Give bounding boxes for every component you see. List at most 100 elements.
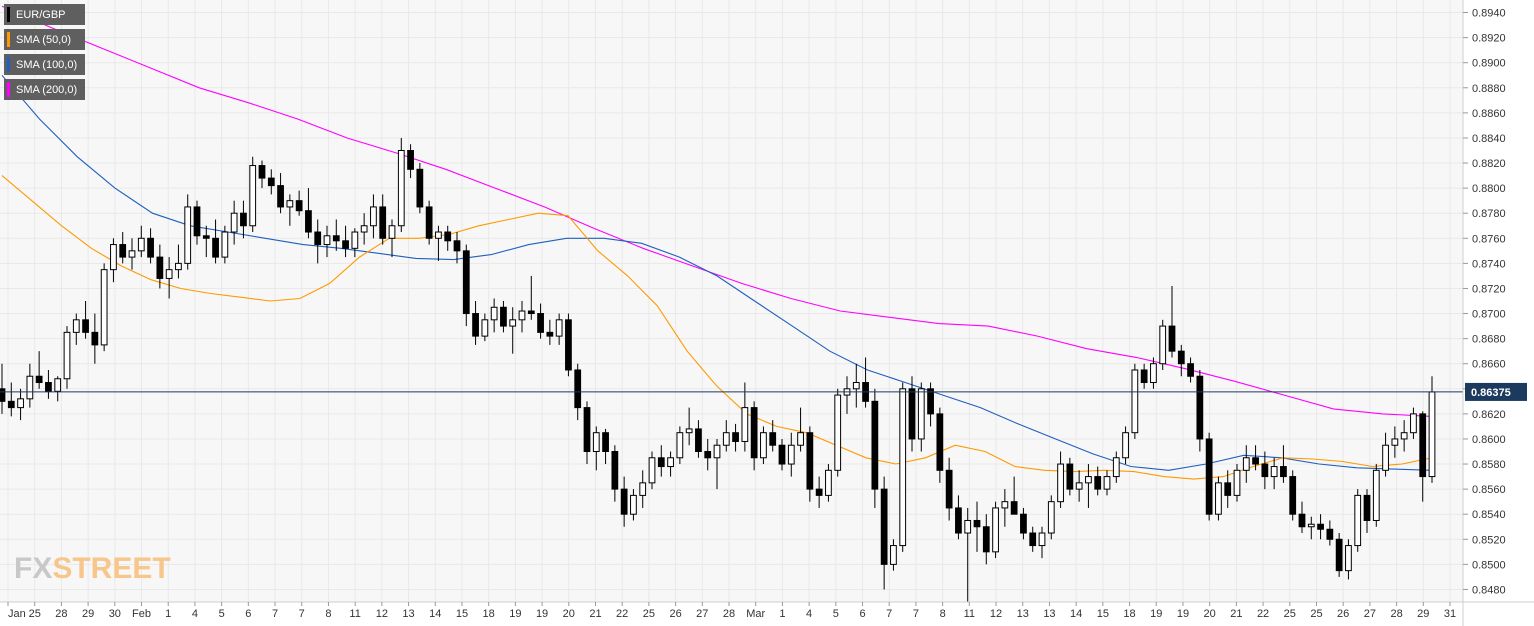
candle	[258, 160, 266, 189]
x-tick-label: 26	[669, 608, 681, 620]
candle	[212, 219, 219, 264]
y-tick-label: 0.8740	[1472, 258, 1506, 270]
candle	[732, 423, 739, 452]
candle	[481, 313, 489, 342]
candles	[0, 137, 1436, 602]
candle-body	[1280, 466, 1287, 478]
candle-body	[230, 212, 238, 233]
y-tick-label: 0.8860	[1472, 108, 1506, 120]
candle-body	[695, 428, 702, 452]
x-tick-label: 14	[1070, 608, 1082, 620]
candle	[620, 476, 628, 527]
candle-body	[769, 432, 777, 446]
legend-label-sma200: SMA (200,0)	[16, 83, 78, 96]
candle-body	[667, 457, 674, 468]
candle	[1382, 432, 1389, 477]
candle-body	[295, 200, 303, 212]
candle-body	[379, 206, 387, 239]
candle	[388, 219, 396, 258]
candle	[825, 464, 832, 502]
y-tick-label: 0.8760	[1472, 233, 1506, 245]
candle-body	[639, 482, 647, 496]
candle	[240, 200, 247, 239]
candle-body	[1307, 523, 1315, 528]
watermark-fx: FX	[14, 552, 52, 585]
candle-body	[1391, 438, 1399, 446]
candle	[880, 476, 888, 590]
candle-body	[1168, 325, 1176, 352]
x-tick-label: 15	[456, 608, 468, 620]
candle-body	[17, 398, 24, 409]
candle	[852, 363, 860, 408]
candle	[1317, 514, 1324, 540]
legend-swatch-eurgbp	[7, 7, 10, 22]
candle-body	[147, 237, 154, 258]
candle	[1168, 285, 1176, 358]
candle-body	[370, 206, 377, 227]
candle	[128, 238, 136, 270]
x-tick-label: 25	[643, 608, 655, 620]
candle-body	[1010, 501, 1018, 515]
candle	[1085, 464, 1092, 508]
candle	[462, 244, 470, 327]
candle	[1326, 520, 1334, 546]
candle	[1177, 344, 1185, 377]
x-tick-label: 13	[1043, 608, 1055, 620]
candle-body	[342, 240, 349, 249]
candle-body	[332, 235, 340, 242]
legend-item-sma50[interactable]: SMA (50,0)	[4, 29, 86, 50]
candle-body	[388, 225, 396, 239]
candle	[1131, 363, 1139, 439]
x-tick-label: 15	[1097, 608, 1109, 620]
candle	[778, 438, 786, 471]
candle	[1010, 476, 1018, 515]
candle-body	[0, 388, 6, 402]
candle	[184, 194, 192, 270]
candle-body	[45, 382, 52, 392]
candle	[1354, 489, 1362, 552]
candle	[537, 303, 544, 339]
candle	[1112, 451, 1120, 483]
candle	[1345, 539, 1352, 580]
candle	[927, 382, 934, 427]
x-tick-label: 5	[833, 608, 839, 620]
legend-item-sma200[interactable]: SMA (200,0)	[4, 79, 86, 100]
candle-body	[565, 319, 572, 371]
candle	[407, 144, 414, 179]
legend-item-sma100[interactable]: SMA (100,0)	[4, 54, 86, 75]
candle-body	[527, 310, 535, 315]
x-tick-label: Jan	[8, 608, 26, 620]
candle-body	[54, 378, 62, 392]
candle-body	[1103, 476, 1111, 490]
candle	[722, 420, 730, 452]
x-tick-label: Mar	[746, 608, 765, 620]
candle-body	[676, 432, 684, 459]
candle-body	[852, 382, 860, 390]
candle-body	[899, 388, 907, 547]
candle	[1215, 476, 1222, 521]
candle	[119, 232, 127, 264]
candle	[509, 307, 517, 354]
x-tick-label: 11	[349, 608, 360, 620]
candle	[685, 407, 693, 446]
x-tick-label: 18	[483, 608, 495, 620]
candle-body	[1298, 513, 1306, 528]
candle	[704, 438, 712, 471]
y-tick-label: 0.8560	[1472, 484, 1506, 496]
candle	[472, 301, 479, 345]
candle	[1400, 420, 1408, 452]
candle-body	[509, 319, 517, 327]
candle	[1289, 470, 1297, 521]
y-tick-label: 0.8840	[1472, 133, 1506, 145]
candle-body	[620, 488, 628, 515]
candle-body	[871, 400, 879, 490]
legend-item-eurgbp[interactable]: EUR/GBP	[4, 4, 86, 25]
candle	[1252, 445, 1259, 471]
candle	[1159, 319, 1167, 370]
candle-body	[713, 444, 721, 459]
x-tick-label: 4	[192, 608, 198, 620]
candle-body	[1159, 325, 1167, 365]
legend-label-eurgbp: EUR/GBP	[16, 8, 66, 21]
candle-body	[137, 237, 145, 252]
